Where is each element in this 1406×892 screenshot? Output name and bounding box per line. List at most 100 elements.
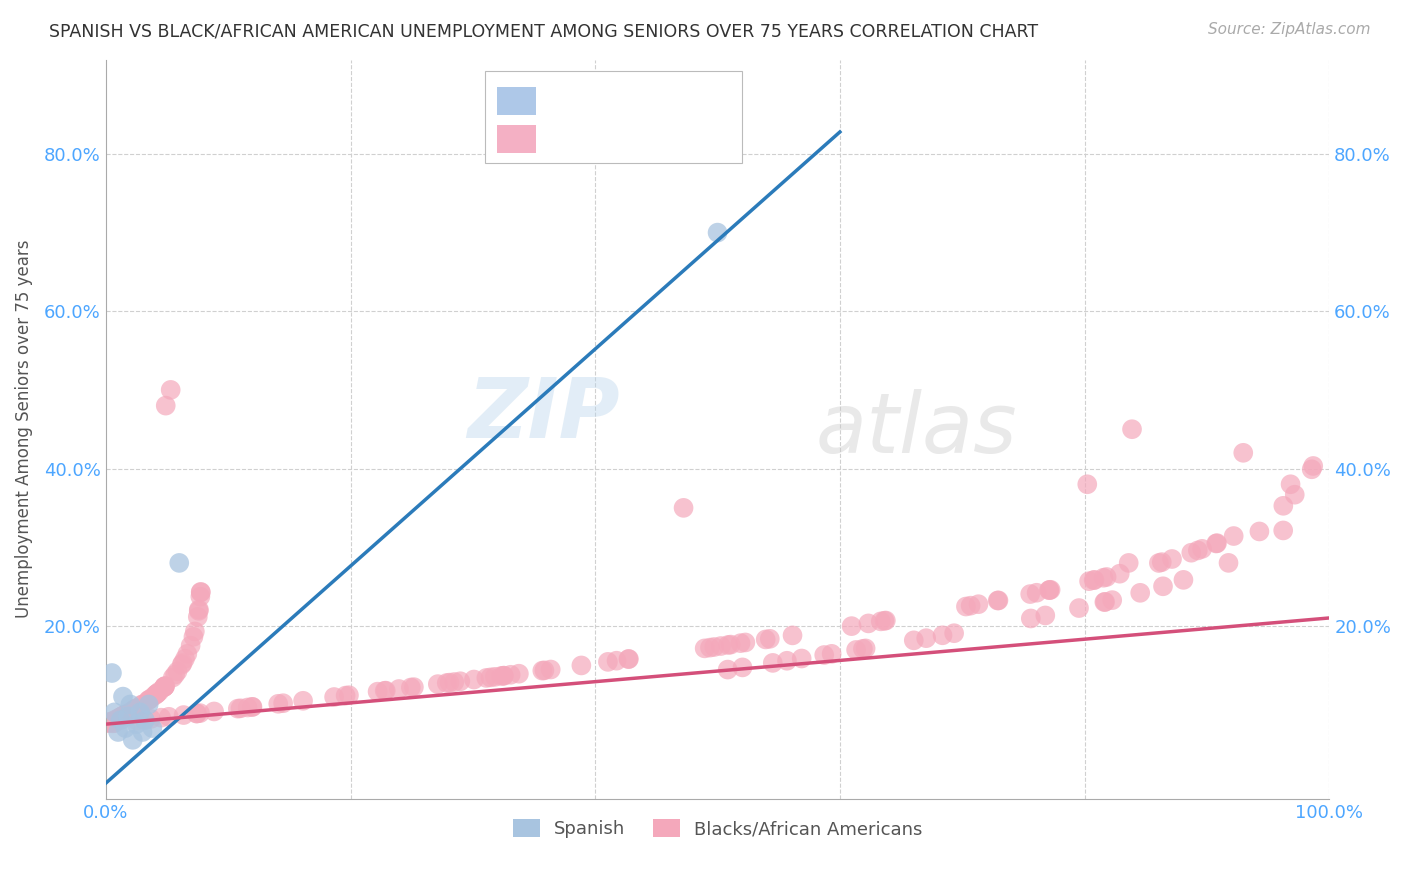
- Point: [187, 610, 209, 624]
- Point: [1101, 593, 1123, 607]
- Point: [463, 673, 485, 687]
- Point: [153, 680, 176, 694]
- Point: [1033, 608, 1056, 623]
- Point: [706, 226, 728, 240]
- Point: [1095, 570, 1118, 584]
- Point: [1222, 529, 1244, 543]
- Point: [852, 641, 875, 656]
- Point: [131, 698, 153, 712]
- Point: [1180, 546, 1202, 560]
- Point: [124, 702, 146, 716]
- Point: [717, 638, 740, 652]
- Text: 183: 183: [683, 130, 720, 148]
- Point: [170, 657, 193, 672]
- Text: R =: R =: [547, 130, 583, 148]
- Point: [1272, 499, 1295, 513]
- Point: [617, 652, 640, 666]
- Point: [1039, 582, 1062, 597]
- Point: [162, 671, 184, 685]
- Point: [173, 708, 195, 723]
- Point: [873, 614, 896, 628]
- Point: [120, 698, 142, 712]
- Text: N =: N =: [644, 130, 683, 148]
- Point: [617, 652, 640, 666]
- Point: [569, 658, 592, 673]
- FancyBboxPatch shape: [498, 126, 537, 153]
- Point: [1083, 573, 1105, 587]
- Text: atlas: atlas: [815, 389, 1017, 470]
- Point: [699, 640, 721, 655]
- Point: [533, 664, 555, 678]
- Point: [492, 668, 515, 682]
- Point: [1121, 422, 1143, 436]
- Point: [790, 651, 813, 665]
- Point: [492, 668, 515, 682]
- Point: [112, 708, 135, 723]
- Point: [813, 648, 835, 662]
- Point: [117, 709, 139, 723]
- Point: [292, 694, 315, 708]
- Point: [100, 714, 122, 729]
- Point: [1083, 573, 1105, 587]
- Point: [855, 641, 877, 656]
- Point: [1019, 611, 1042, 625]
- Point: [180, 639, 202, 653]
- Point: [436, 676, 458, 690]
- Point: [508, 666, 530, 681]
- Point: [845, 643, 868, 657]
- Point: [955, 599, 977, 614]
- Point: [858, 616, 880, 631]
- Point: [987, 593, 1010, 607]
- Point: [335, 689, 357, 703]
- Point: [226, 701, 249, 715]
- Point: [388, 681, 411, 696]
- Point: [959, 599, 981, 613]
- Point: [1205, 536, 1227, 550]
- Point: [120, 704, 142, 718]
- Point: [145, 687, 167, 701]
- Point: [869, 615, 891, 629]
- Point: [776, 654, 799, 668]
- Point: [605, 654, 627, 668]
- Point: [730, 636, 752, 650]
- Point: [1302, 458, 1324, 473]
- Point: [139, 712, 162, 726]
- Point: [187, 604, 209, 618]
- Point: [1150, 555, 1173, 569]
- Point: [1019, 587, 1042, 601]
- Point: [1038, 582, 1060, 597]
- Point: [187, 602, 209, 616]
- Point: [1279, 477, 1302, 491]
- FancyBboxPatch shape: [498, 87, 537, 115]
- Point: [1187, 543, 1209, 558]
- Point: [402, 680, 425, 694]
- FancyBboxPatch shape: [485, 70, 742, 163]
- Point: [717, 663, 740, 677]
- Point: [155, 679, 177, 693]
- Point: [491, 669, 513, 683]
- Point: [1118, 556, 1140, 570]
- Point: [374, 683, 396, 698]
- Point: [190, 585, 212, 599]
- Point: [125, 717, 148, 731]
- Point: [337, 688, 360, 702]
- Point: [101, 665, 124, 680]
- Point: [165, 667, 187, 681]
- Point: [1092, 595, 1115, 609]
- Point: [188, 706, 211, 720]
- Point: [103, 706, 125, 720]
- Point: [443, 675, 465, 690]
- Point: [131, 698, 153, 712]
- Point: [114, 707, 136, 722]
- Point: [710, 639, 733, 653]
- Point: [531, 664, 554, 678]
- Point: [271, 696, 294, 710]
- Point: [903, 633, 925, 648]
- Point: [124, 702, 146, 716]
- Point: [499, 667, 522, 681]
- Text: ZIP: ZIP: [467, 374, 620, 455]
- Point: [124, 702, 146, 716]
- Point: [782, 628, 804, 642]
- Point: [242, 699, 264, 714]
- Point: [146, 686, 169, 700]
